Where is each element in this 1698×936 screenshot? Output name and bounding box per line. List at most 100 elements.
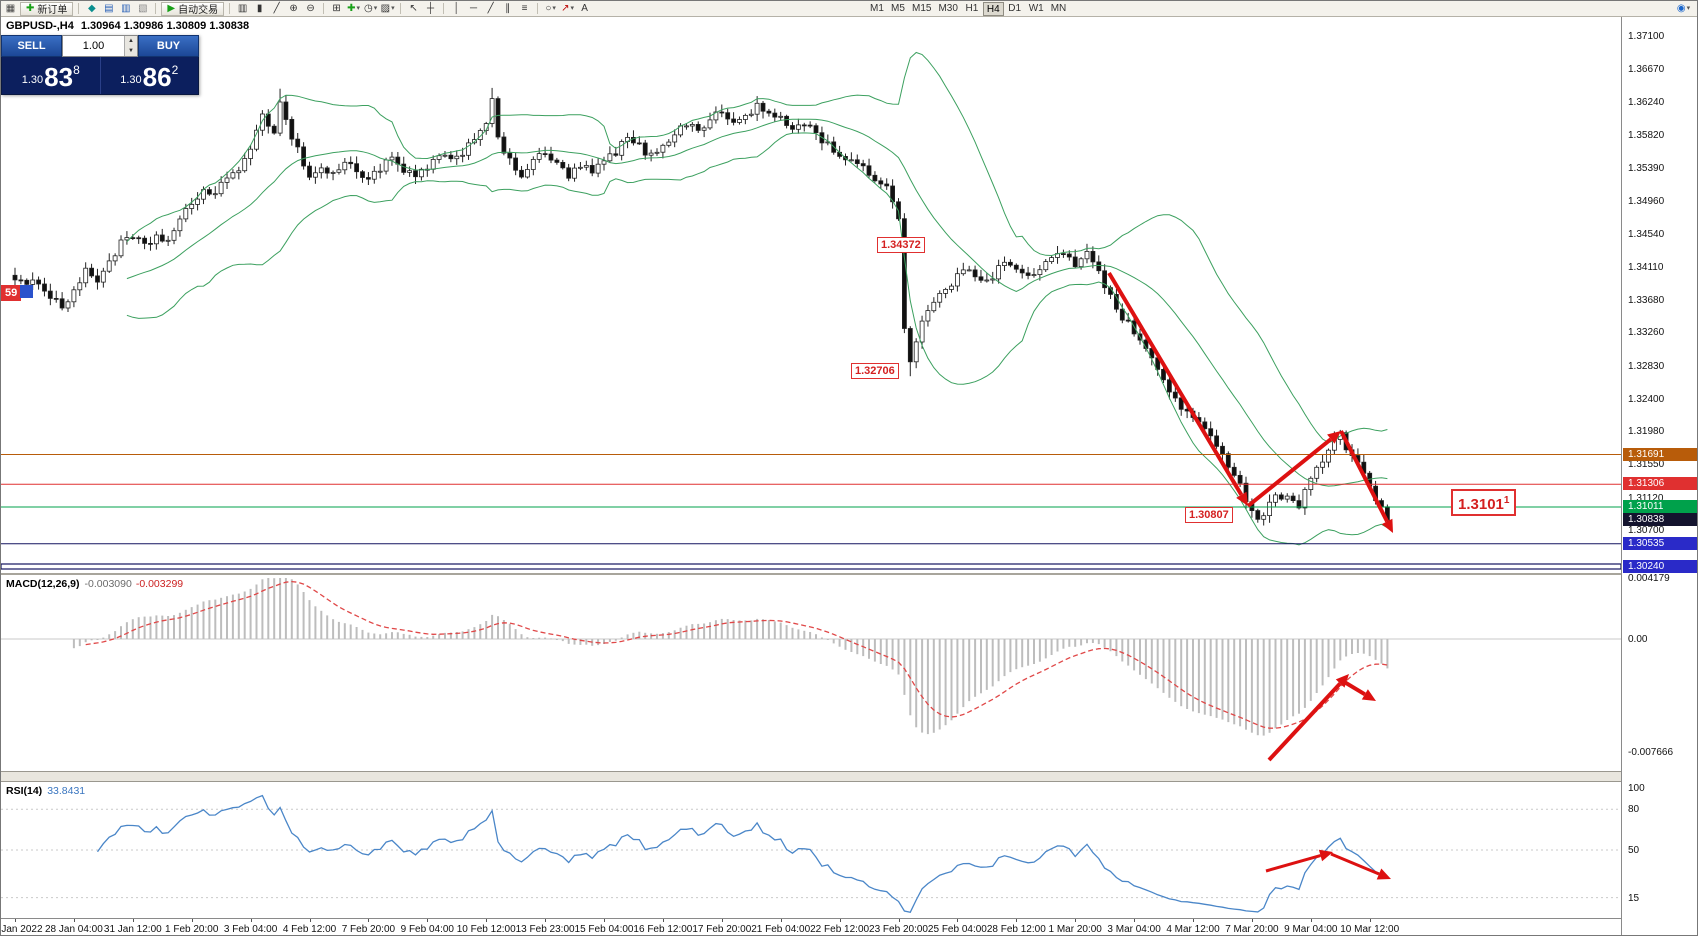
dropdown-caret-icon[interactable]: ▾ — [373, 4, 378, 12]
timeframe-group: M1 M5 M15 M30 H1 H4 D1 W1 MN — [867, 1, 1069, 16]
time-axis-label: 4 Feb 12:00 — [282, 924, 337, 935]
pane-splitter[interactable] — [1, 573, 1697, 575]
price-tick-label: 1.31550 — [1628, 459, 1665, 471]
vertical-line-icon[interactable]: │ — [453, 2, 460, 14]
profiles-icon[interactable]: ◆ — [88, 2, 96, 14]
terminal-icon[interactable]: ▧ — [138, 2, 148, 14]
lot-size-field[interactable]: 1.00 ▲ ▼ — [62, 35, 138, 57]
price-tick-label: 1.33260 — [1628, 327, 1665, 339]
buy-button[interactable]: BUY — [138, 35, 199, 57]
time-axis-tick — [1134, 919, 1136, 922]
new-chart-icon[interactable]: ▦ — [5, 2, 16, 14]
dropdown-caret-icon[interactable]: ▾ — [356, 4, 361, 12]
buy-price[interactable]: 1.30 86 2 — [101, 57, 199, 94]
timeframe-w1[interactable]: W1 — [1028, 2, 1044, 14]
pane-splitter[interactable] — [1, 771, 1697, 782]
macd-indicator-label: MACD(12,26,9) -0.003090 -0.003299 — [6, 578, 183, 590]
lot-increase-button[interactable]: ▲ — [125, 36, 137, 46]
timeframe-m30[interactable]: M30 — [938, 2, 958, 14]
timeframe-h1[interactable]: H1 — [965, 2, 979, 14]
time-axis-label: 3 Feb 04:00 — [223, 924, 278, 935]
arrows-icon[interactable]: ↗ ▾ — [561, 2, 575, 14]
time-axis-tick — [309, 919, 311, 922]
dropdown-caret-icon[interactable]: ▾ — [1686, 4, 1691, 12]
price-annotation[interactable]: 1.32706 — [851, 363, 899, 379]
timeframe-m5[interactable]: M5 — [891, 2, 905, 14]
market-watch-icon[interactable]: ▤ — [104, 2, 114, 14]
crosshair-icon[interactable]: ┼ — [427, 2, 435, 14]
timeframe-m1[interactable]: M1 — [870, 2, 884, 14]
lot-size-value[interactable]: 1.00 — [82, 40, 105, 52]
shapes-icon[interactable]: ○ ▾ — [545, 2, 556, 14]
autotrading-button-icon: ▶ — [167, 3, 176, 14]
rsi-indicator-label: RSI(14) 33.8431 — [6, 785, 85, 797]
price-level-label: 1.31011 — [1623, 499, 1697, 513]
time-axis-tick — [191, 919, 193, 922]
macd-axis-label: 0.004179 — [1628, 573, 1670, 584]
community-icon[interactable]: ◉ ▾ — [1676, 2, 1691, 14]
autotrading-button[interactable]: ▶ 自动交易 — [161, 1, 225, 16]
macd-pane[interactable] — [1, 575, 1621, 771]
one-click-trading-panel: SELL 1.00 ▲ ▼ BUY 1.30 83 8 1.30 86 2 — [1, 35, 199, 95]
timeframe-mn[interactable]: MN — [1050, 2, 1067, 14]
rsi-name: RSI(14) — [6, 785, 43, 797]
indicators-icon[interactable]: ✚ ▾ — [347, 2, 361, 14]
time-axis-tick — [73, 919, 75, 922]
time-axis-tick — [132, 919, 134, 922]
navigator-icon[interactable]: ▥ — [121, 2, 131, 14]
fibonacci-icon[interactable]: ≡ — [521, 2, 528, 14]
dropdown-caret-icon[interactable]: ▾ — [552, 4, 556, 12]
time-axis-tick — [1016, 919, 1018, 922]
time-axis-tick — [1310, 919, 1312, 922]
periods-icon[interactable]: ◷ ▾ — [363, 2, 378, 14]
price-tick-label: 1.31980 — [1628, 426, 1665, 438]
rsi-axis-label: 15 — [1628, 892, 1640, 904]
tile-windows-icon[interactable]: ⊞ — [332, 2, 341, 14]
sell-price-head: 1.30 — [21, 74, 44, 86]
time-axis-tick — [427, 919, 429, 922]
price-axis[interactable]: 1.37100 1.36670 1.36240 1.35820 1.35390 1.349… — [1621, 17, 1697, 935]
timeframe-h4[interactable]: H4 — [982, 1, 1004, 16]
time-axis-label: 26 Jan 2022 — [1, 924, 43, 935]
rsi-pane[interactable] — [1, 782, 1621, 918]
candlestick-icon[interactable]: ▮ — [256, 2, 263, 14]
timeframe-d1[interactable]: D1 — [1008, 2, 1022, 14]
lot-decrease-button[interactable]: ▼ — [125, 46, 137, 56]
time-axis-label: 16 Feb 12:00 — [633, 924, 693, 935]
main-chart[interactable] — [1, 17, 1621, 573]
toolbar-separator — [537, 3, 539, 14]
time-axis-label: 9 Feb 04:00 — [400, 924, 454, 935]
time-axis-label: 3 Mar 04:00 — [1107, 924, 1161, 935]
time-axis-tick — [1075, 919, 1077, 922]
sell-price-point: 8 — [73, 63, 80, 77]
price-annotation[interactable]: 1.30807 — [1185, 507, 1233, 523]
zoom-in-icon[interactable]: ⊕ — [289, 2, 298, 14]
cursor-icon[interactable]: ↖ — [409, 2, 418, 14]
time-axis-label: 28 Feb 12:00 — [986, 924, 1046, 935]
price-level-label: 1.30535 — [1623, 536, 1697, 550]
channel-icon[interactable]: ∥ — [505, 2, 511, 14]
text-icon[interactable]: A — [581, 2, 588, 14]
sell-price[interactable]: 1.30 83 8 — [2, 57, 100, 94]
zoom-out-icon[interactable]: ⊖ — [306, 2, 315, 14]
price-annotation-tag[interactable]: 59 — [1, 285, 22, 301]
toolbar-separator — [229, 3, 231, 14]
toolbar-separator — [400, 3, 402, 14]
sell-button[interactable]: SELL — [1, 35, 62, 57]
line-chart-icon[interactable]: ╱ — [273, 2, 280, 14]
time-axis-tick — [250, 919, 252, 922]
time-axis-label: 7 Feb 20:00 — [341, 924, 396, 935]
templates-icon[interactable]: ▨ ▾ — [380, 2, 395, 14]
price-annotation[interactable]: 1.31011 — [1451, 489, 1517, 516]
dropdown-caret-icon[interactable]: ▾ — [391, 4, 395, 12]
dropdown-caret-icon[interactable]: ▾ — [570, 4, 575, 12]
new-order-button[interactable]: ✚ 新订单 — [20, 1, 74, 16]
bar-chart-icon[interactable]: ▥ — [237, 2, 248, 14]
price-level-label: 1.31306 — [1623, 477, 1697, 491]
timeframe-m15[interactable]: M15 — [912, 2, 932, 14]
price-annotation[interactable]: 1.34372 — [877, 237, 925, 253]
horizontal-line-icon[interactable]: ─ — [470, 2, 478, 14]
symbol-label: GBPUSD-,H4 — [6, 20, 74, 32]
trendline-icon[interactable]: ╱ — [487, 2, 494, 14]
